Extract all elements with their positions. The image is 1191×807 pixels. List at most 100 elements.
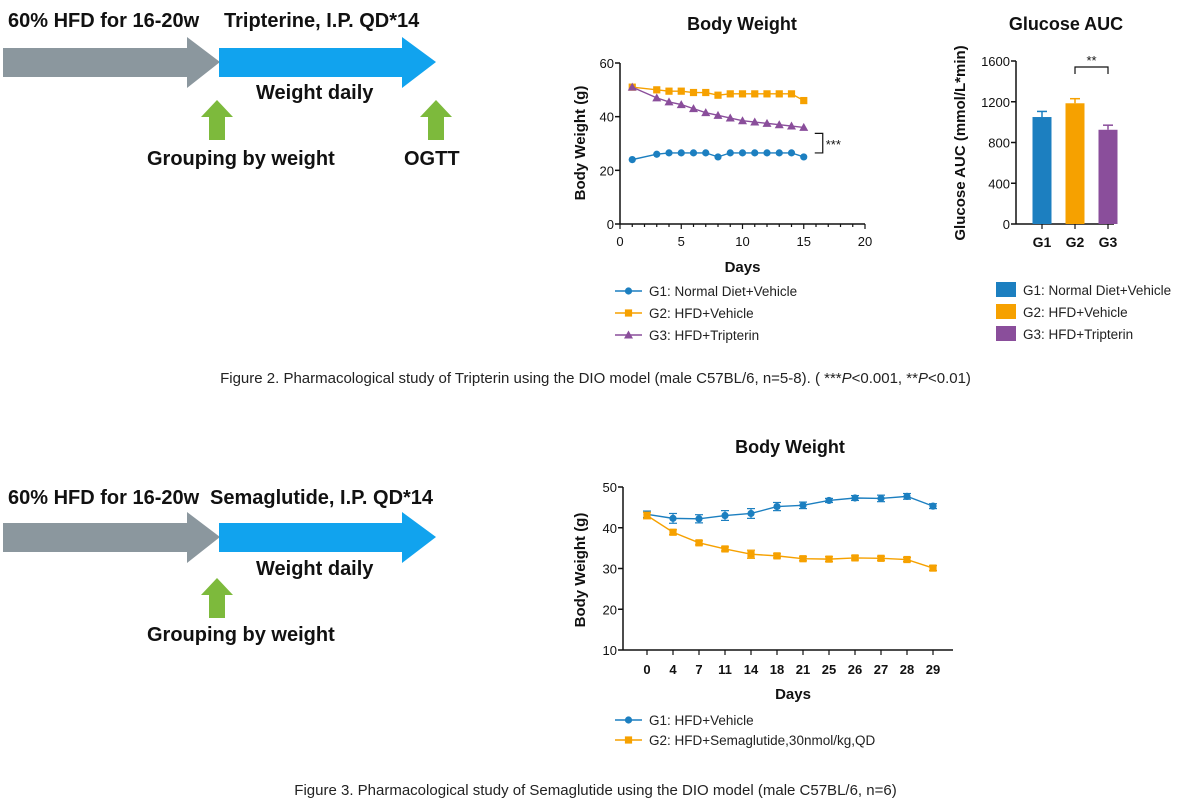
fig3-bw-point-g1 bbox=[877, 494, 885, 503]
fig2-bw-point-g2 bbox=[677, 87, 685, 95]
fig3-bw-x-tick-label: 27 bbox=[874, 662, 888, 677]
fig3-bw-point-g2 bbox=[669, 528, 677, 536]
fig3-caption: Figure 3. Pharmacological study of Semag… bbox=[294, 782, 897, 799]
fig2-stage1-label: 60% HFD for 16-20w bbox=[8, 10, 200, 32]
fig2-bw-x-tick-label: 5 bbox=[678, 234, 685, 249]
fig2-bw-legend-label: G2: HFD+Vehicle bbox=[649, 306, 754, 321]
fig2-protocol-arrows bbox=[3, 37, 452, 140]
fig3-blue-arrow bbox=[219, 512, 436, 563]
fig3-body-weight-chart: Body Weight 10 20 30 40 50 0 4 7 11 14 18 21 25 26 27 28… bbox=[572, 437, 953, 748]
fig2-bw-point-g1 bbox=[800, 153, 808, 161]
fig2-auc-legend-label: G3: HFD+Tripterin bbox=[1023, 327, 1133, 342]
fig3-stage2-label: Semaglutide, I.P. QD*14 bbox=[210, 487, 434, 509]
fig2-bw-point-g3 bbox=[738, 116, 747, 125]
fig2-bw-point-g1 bbox=[787, 149, 796, 157]
fig2-auc-y-tick-label: 1200 bbox=[981, 95, 1010, 110]
fig2-stage2-label: Tripterine, I.P. QD*14 bbox=[224, 10, 420, 32]
fig3-bw-point-g1 bbox=[929, 502, 937, 510]
fig2-auc-significance-label: ** bbox=[1086, 53, 1096, 68]
fig3-bw-x-tick-label: 26 bbox=[848, 662, 862, 677]
fig2-ogtt-up-arrow bbox=[420, 100, 452, 140]
fig3-bw-point-g2 bbox=[721, 545, 729, 553]
fig2-caption-prefix: Figure 2. Pharmacological study of Tript… bbox=[220, 370, 842, 387]
fig3-bw-x-tick-label: 11 bbox=[718, 662, 732, 677]
fig2-bw-y-axis-title: Body Weight (g) bbox=[572, 86, 589, 201]
fig3-bw-point-g2 bbox=[747, 550, 755, 558]
fig2-auc-bar-g2 bbox=[1065, 103, 1085, 224]
fig2-caption: Figure 2. Pharmacological study of Tript… bbox=[0, 370, 1191, 387]
fig2-bw-point-g1 bbox=[763, 149, 771, 157]
fig3-bw-y-tick-label: 40 bbox=[603, 521, 617, 536]
fig2-auc-legend-swatch bbox=[996, 282, 1016, 297]
fig3-gray-arrow bbox=[3, 512, 220, 563]
fig3-weight-daily-label: Weight daily bbox=[256, 558, 374, 580]
fig3-bw-point-g1 bbox=[695, 515, 703, 523]
fig3-bw-point-g2 bbox=[773, 552, 781, 560]
fig2-auc-y-tick-label: 0 bbox=[1003, 217, 1010, 232]
fig2-bw-title: Body Weight bbox=[687, 14, 797, 34]
fig2-bw-point-g2 bbox=[763, 90, 771, 98]
fig2-bw-point-g3 bbox=[774, 120, 784, 129]
fig2-bw-point-g1 bbox=[628, 156, 636, 164]
fig3-bw-x-tick-label: 18 bbox=[770, 662, 784, 677]
fig2-auc-title: Glucose AUC bbox=[1009, 14, 1123, 34]
fig2-bw-legend-label: G1: Normal Diet+Vehicle bbox=[649, 284, 797, 299]
fig3-grouping-label: Grouping by weight bbox=[147, 624, 335, 646]
fig2-bw-point-g3 bbox=[787, 121, 796, 130]
fig2-bw-point-g2 bbox=[800, 96, 808, 105]
fig3-stage1-label: 60% HFD for 16-20w bbox=[8, 487, 200, 509]
fig2-body-weight-chart: Body Weight 0 20 40 60 0 5 10 15 20 Days Body Weigh… bbox=[572, 14, 872, 343]
fig2-gray-arrow bbox=[3, 37, 220, 88]
fig2-bw-x-axis-title: Days bbox=[725, 259, 761, 276]
fig2-auc-legend-swatch bbox=[996, 304, 1016, 319]
fig2-bw-point-g2 bbox=[702, 88, 710, 97]
fig2-bw-point-g3 bbox=[725, 113, 735, 122]
fig2-bw-point-g1 bbox=[714, 153, 722, 161]
fig3-bw-point-g1 bbox=[773, 502, 781, 511]
fig3-protocol-arrows bbox=[3, 512, 436, 618]
fig2-bw-y-tick-label: 60 bbox=[600, 56, 614, 71]
fig3-bw-point-g1 bbox=[669, 514, 677, 522]
fig2-ogtt-label: OGTT bbox=[404, 148, 460, 170]
fig3-bw-y-tick-label: 30 bbox=[603, 562, 617, 577]
fig2-bw-point-g1 bbox=[738, 149, 747, 157]
fig3-bw-x-tick-label: 0 bbox=[643, 662, 650, 677]
fig2-bw-legend-marker bbox=[624, 287, 633, 295]
fig3-bw-legend-label: G2: HFD+Semaglutide,30nmol/kg,QD bbox=[649, 733, 875, 748]
fig2-auc-x-tick-label: G3 bbox=[1099, 234, 1118, 250]
fig2-bw-significance-bracket bbox=[814, 132, 824, 154]
fig2-bw-point-g3 bbox=[799, 122, 809, 131]
fig2-bw-point-g3 bbox=[664, 97, 674, 106]
fig2-bw-legend-label: G3: HFD+Tripterin bbox=[649, 328, 759, 343]
fig2-bw-point-g1 bbox=[775, 149, 783, 157]
fig2-auc-legend-label: G2: HFD+Vehicle bbox=[1023, 305, 1128, 320]
fig2-caption-p2: P bbox=[917, 370, 928, 387]
fig2-bw-point-g1 bbox=[702, 149, 710, 157]
fig3-bw-x-tick-label: 4 bbox=[669, 662, 677, 677]
fig2-bw-significance-label: *** bbox=[826, 137, 841, 152]
fig3-bw-point-g2 bbox=[825, 555, 833, 563]
fig2-bw-point-g1 bbox=[677, 149, 685, 157]
fig3-bw-point-g2 bbox=[929, 564, 937, 572]
fig2-bw-point-g2 bbox=[714, 91, 722, 99]
fig2-auc-bar-g1 bbox=[1032, 117, 1052, 224]
fig3-bw-point-g2 bbox=[799, 555, 807, 563]
fig3-bw-series-line-g1 bbox=[646, 495, 934, 520]
fig2-bw-point-g2 bbox=[751, 90, 759, 98]
fig2-auc-bar-g3 bbox=[1098, 129, 1118, 224]
fig2-bw-point-g2 bbox=[738, 90, 747, 98]
fig2-bw-x-tick-label: 20 bbox=[858, 234, 872, 249]
fig2-auc-y-tick-label: 800 bbox=[988, 136, 1010, 151]
fig3-bw-x-tick-label: 28 bbox=[900, 662, 914, 677]
fig2-bw-y-tick-label: 20 bbox=[600, 163, 614, 178]
fig2-bw-point-g1 bbox=[689, 149, 698, 157]
fig2-blue-arrow bbox=[219, 37, 436, 88]
fig2-bw-x-tick-label: 0 bbox=[616, 234, 623, 249]
fig2-bw-point-g3 bbox=[627, 82, 637, 91]
fig2-bw-point-g3 bbox=[676, 100, 686, 109]
fig2-grouping-up-arrow bbox=[201, 100, 233, 140]
fig3-bw-point-g2 bbox=[851, 554, 859, 562]
fig2-bw-point-g1 bbox=[653, 150, 661, 158]
fig2-auc-significance-bracket bbox=[1074, 66, 1109, 74]
fig2-auc-y-tick-label: 1600 bbox=[981, 54, 1010, 69]
